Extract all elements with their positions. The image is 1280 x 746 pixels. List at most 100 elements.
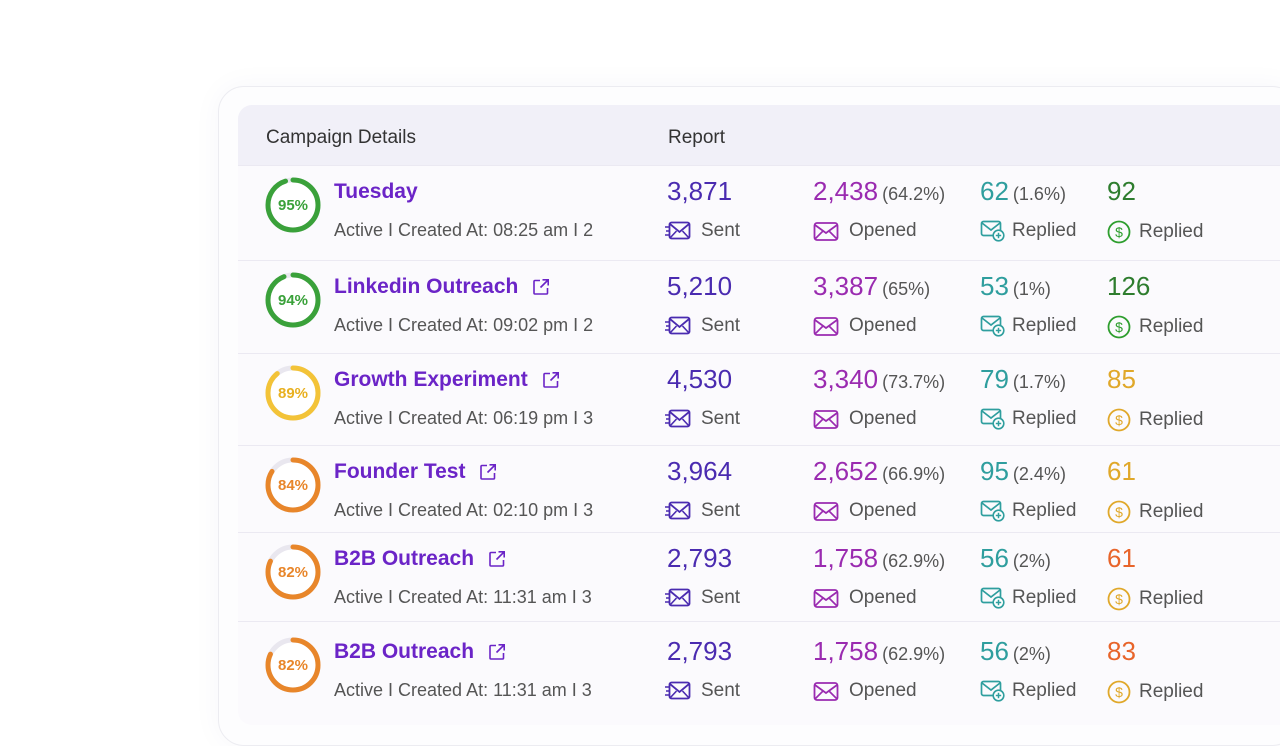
- score-ring: 89%: [264, 364, 322, 422]
- replied-count: 79 (1.7%): [980, 364, 1066, 394]
- revenue-label: $ Replied: [1107, 500, 1203, 524]
- replied-mail-icon: [980, 500, 1005, 522]
- score-ring: 82%: [264, 636, 322, 694]
- campaign-meta: Active I Created At: 11:31 am I 3: [334, 680, 592, 700]
- opened-count: 1,758 (62.9%): [813, 543, 946, 573]
- send-mail-icon: [665, 316, 691, 335]
- external-link-icon[interactable]: [532, 278, 550, 296]
- score-percent: 95%: [277, 196, 309, 214]
- campaign-name[interactable]: Growth Experiment: [334, 368, 528, 391]
- opened-count: 2,438 (64.2%): [813, 176, 946, 206]
- opened-label: Opened: [813, 315, 917, 337]
- sent-count: 4,530: [667, 364, 733, 394]
- replied-percent: (1%): [1012, 279, 1051, 299]
- replied-label: Replied: [980, 220, 1076, 242]
- sent-count: 2,793: [667, 636, 733, 666]
- opened-count: 2,652 (66.9%): [813, 456, 946, 486]
- revenue-count: 61: [1107, 543, 1136, 573]
- revenue-label: $ Replied: [1107, 315, 1203, 339]
- sent-label: Sent: [665, 408, 740, 430]
- revenue-count: 126: [1107, 271, 1151, 301]
- score-percent: 84%: [277, 476, 309, 494]
- campaign-name[interactable]: B2B Outreach: [334, 640, 475, 663]
- campaign-name-link[interactable]: Founder Test: [334, 460, 497, 484]
- opened-count: 3,387 (65%): [813, 271, 931, 301]
- campaign-name-link[interactable]: B2B Outreach: [334, 640, 506, 664]
- revenue-label: $ Replied: [1107, 587, 1203, 611]
- campaign-meta: Active I Created At: 09:02 pm I 2: [334, 315, 594, 335]
- revenue-count: 61: [1107, 456, 1136, 486]
- header-report: Report: [668, 127, 726, 148]
- replied-label: Replied: [980, 315, 1076, 337]
- replied-percent: (1.7%): [1012, 372, 1066, 392]
- opened-mail-icon: [813, 589, 839, 608]
- score-percent: 82%: [277, 656, 309, 674]
- dollar-icon: $: [1107, 408, 1131, 432]
- revenue-label: $ Replied: [1107, 220, 1203, 244]
- replied-mail-icon: [980, 680, 1005, 702]
- dollar-icon: $: [1107, 500, 1131, 524]
- revenue-label: $ Replied: [1107, 408, 1203, 432]
- revenue-count: 92: [1107, 176, 1136, 206]
- campaign-name-link[interactable]: Linkedin Outreach: [334, 275, 550, 299]
- send-mail-icon: [665, 221, 691, 240]
- opened-label: Opened: [813, 220, 917, 242]
- opened-label: Opened: [813, 680, 917, 702]
- campaign-meta: Active I Created At: 06:19 pm I 3: [334, 408, 594, 428]
- send-mail-icon: [665, 588, 691, 607]
- revenue-count: 83: [1107, 636, 1136, 666]
- table-row[interactable]: 84% Founder Test Active I Created At: 02…: [238, 446, 1280, 533]
- campaign-meta: Active I Created At: 08:25 am I 2: [334, 220, 594, 240]
- dollar-icon: $: [1107, 680, 1131, 704]
- opened-percent: (62.9%): [882, 644, 946, 664]
- dollar-icon: $: [1107, 587, 1131, 611]
- table-row[interactable]: 95% Tuesday Active I Created At: 08:25 a…: [238, 166, 1280, 261]
- campaign-name-link[interactable]: Tuesday: [334, 180, 418, 204]
- campaign-name-link[interactable]: B2B Outreach: [334, 547, 506, 571]
- svg-text:$: $: [1115, 224, 1123, 240]
- table-row[interactable]: 94% Linkedin Outreach Active I Created A…: [238, 261, 1280, 354]
- svg-text:$: $: [1115, 591, 1123, 607]
- replied-percent: (2%): [1012, 551, 1051, 571]
- external-link-icon[interactable]: [479, 463, 497, 481]
- dollar-icon: $: [1107, 315, 1131, 339]
- sent-count: 3,964: [667, 456, 733, 486]
- opened-count: 1,758 (62.9%): [813, 636, 946, 666]
- replied-mail-icon: [980, 587, 1005, 609]
- table-row[interactable]: 89% Growth Experiment Active I Created A…: [238, 354, 1280, 446]
- sent-label: Sent: [665, 680, 740, 702]
- svg-text:$: $: [1115, 412, 1123, 428]
- replied-mail-icon: [980, 220, 1005, 242]
- table-row[interactable]: 82% B2B Outreach Active I Created At: 11…: [238, 622, 1280, 722]
- sent-count: 3,871: [667, 176, 733, 206]
- replied-label: Replied: [980, 587, 1076, 609]
- opened-mail-icon: [813, 682, 839, 701]
- campaign-meta: Active I Created At: 11:31 am I 3: [334, 587, 592, 607]
- replied-count: 56 (2%): [980, 543, 1051, 573]
- opened-percent: (73.7%): [882, 372, 946, 392]
- external-link-icon[interactable]: [488, 643, 506, 661]
- campaign-name[interactable]: Linkedin Outreach: [334, 275, 519, 298]
- replied-label: Replied: [980, 680, 1076, 702]
- sent-label: Sent: [665, 500, 740, 522]
- sent-count: 5,210: [667, 271, 733, 301]
- svg-text:$: $: [1115, 504, 1123, 520]
- dollar-icon: $: [1107, 220, 1131, 244]
- opened-percent: (66.9%): [882, 464, 946, 484]
- score-ring: 95%: [264, 176, 322, 234]
- score-ring: 84%: [264, 456, 322, 514]
- campaign-name[interactable]: B2B Outreach: [334, 547, 475, 570]
- opened-label: Opened: [813, 587, 917, 609]
- external-link-icon[interactable]: [542, 371, 560, 389]
- table-row[interactable]: 82% B2B Outreach Active I Created At: 11…: [238, 533, 1280, 622]
- replied-count: 62 (1.6%): [980, 176, 1066, 206]
- opened-mail-icon: [813, 222, 839, 241]
- campaign-name-link[interactable]: Growth Experiment: [334, 368, 560, 392]
- svg-text:$: $: [1115, 319, 1123, 335]
- score-ring: 82%: [264, 543, 322, 601]
- campaign-name[interactable]: Founder Test: [334, 460, 466, 483]
- campaign-name[interactable]: Tuesday: [334, 180, 418, 203]
- external-link-icon[interactable]: [488, 550, 506, 568]
- sent-label: Sent: [665, 587, 740, 609]
- opened-mail-icon: [813, 410, 839, 429]
